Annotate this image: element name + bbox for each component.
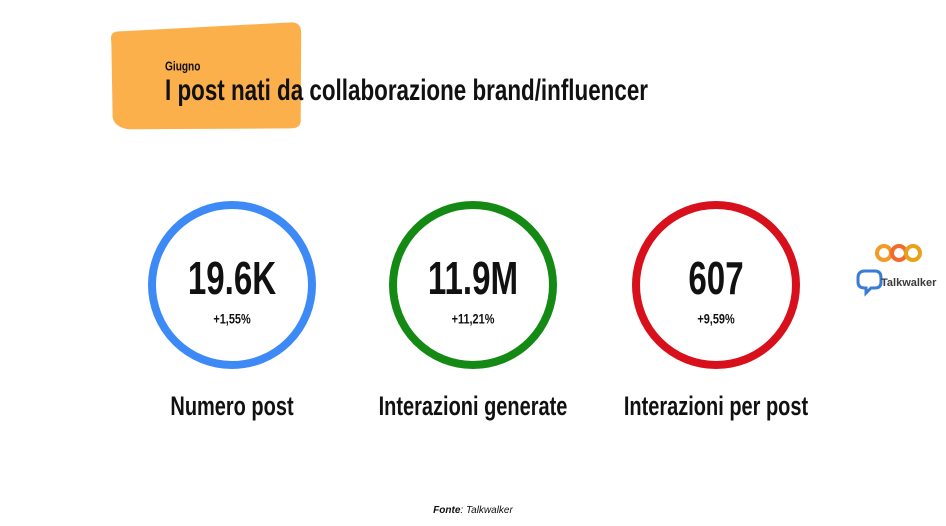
source: Fonte: Talkwalker <box>433 505 513 516</box>
kpi-value: 11.9M <box>428 254 518 304</box>
kpi-value-group: 607 <box>688 254 743 304</box>
talkwalker-icon <box>856 269 883 297</box>
subtitle-group: Giugno <box>165 59 200 73</box>
kpi-ring <box>632 201 800 369</box>
kpi-value: 607 <box>688 254 743 304</box>
kpi-change: +11,21% <box>452 311 495 327</box>
source-text: : Talkwalker <box>460 505 513 516</box>
title-highlight <box>110 22 302 130</box>
oim-logo <box>875 244 922 262</box>
kpi-change-group: +11,21% <box>452 311 495 327</box>
kpi-change-group: +9,59% <box>697 311 734 327</box>
kpi-value-group: 11.9M <box>428 254 518 304</box>
kpi-label-group: Numero post <box>170 391 293 422</box>
source-label: Fonte <box>433 505 461 516</box>
kpi-list: 19.6K +1,55% Numero post 11.9M +11,21% Intera… <box>148 201 808 422</box>
kpi-value-group: 19.6K <box>188 254 276 304</box>
kpi-value: 19.6K <box>188 254 276 304</box>
kpi-label: Interazioni generate <box>379 391 568 422</box>
kpi-ring <box>148 201 316 369</box>
kpi-change: +9,59% <box>697 311 734 327</box>
kpi-ring <box>389 201 557 369</box>
title: I post nati da collaborazione brand/infl… <box>165 74 648 107</box>
kpi-change-group: +1,55% <box>213 311 250 327</box>
kpi-label: Interazioni per post <box>624 391 808 422</box>
kpi-label-group: Interazioni generate <box>379 391 568 422</box>
subtitle: Giugno <box>165 59 200 73</box>
kpi-label: Numero post <box>170 391 293 422</box>
kpi-change: +1,55% <box>213 311 250 327</box>
logo-text: Talkwalker <box>881 277 937 289</box>
kpi-label-group: Interazioni per post <box>624 391 808 422</box>
